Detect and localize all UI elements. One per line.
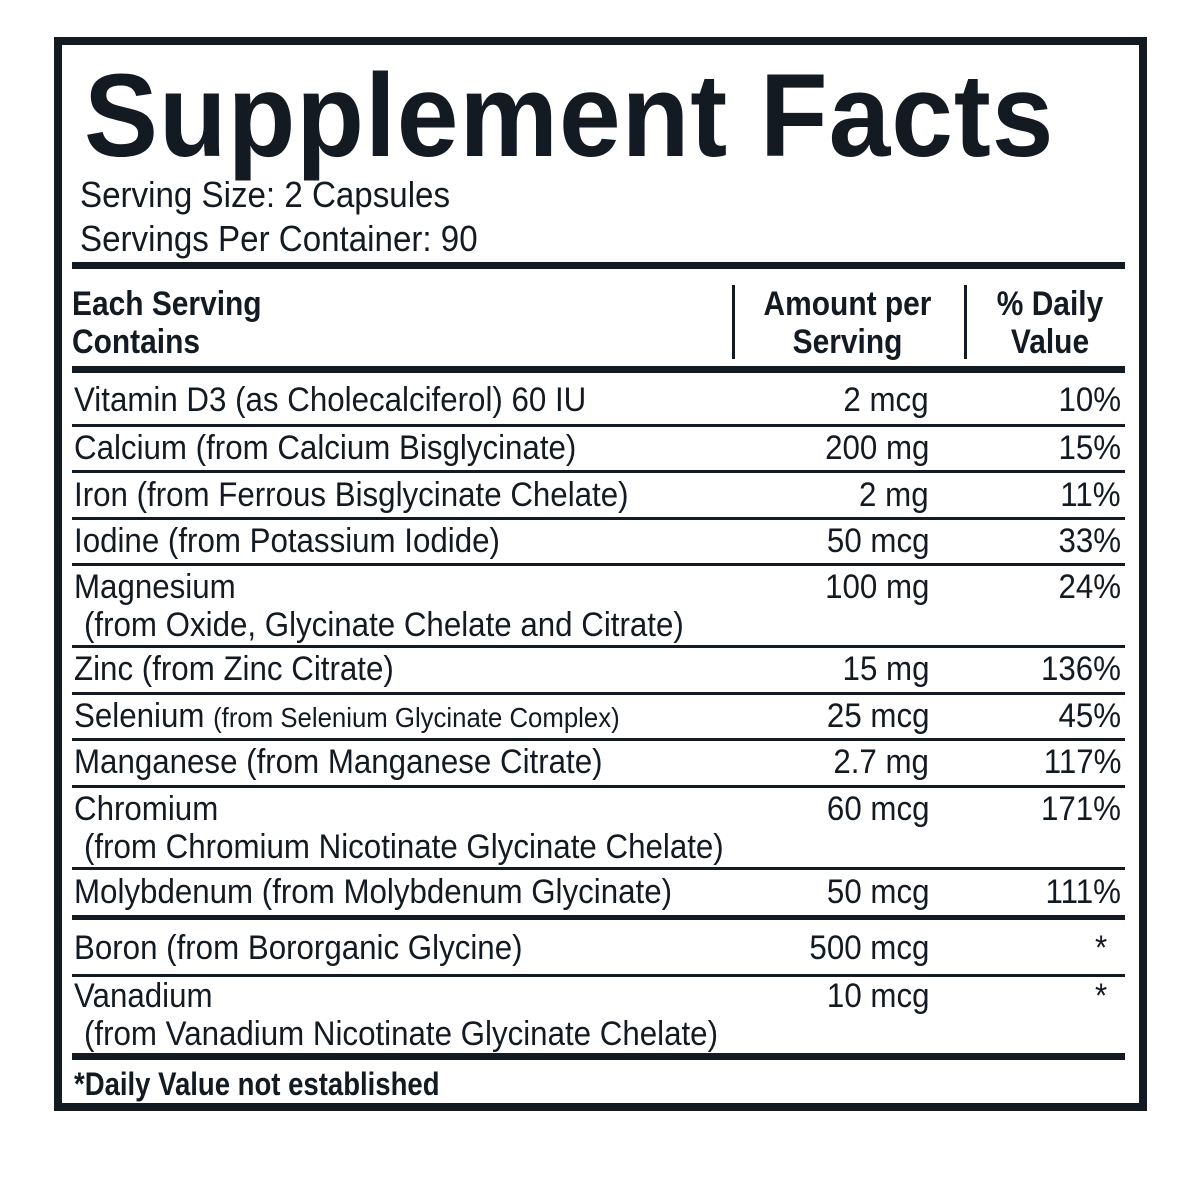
nutrient-name-main: Selenium <box>74 697 205 735</box>
nutrient-name-source-small: (from Selenium Glycinate Complex) <box>213 702 620 733</box>
nutrient-amount: 50 mcg <box>826 873 929 911</box>
nutrient-amount: 15 mg <box>842 650 929 688</box>
nutrient-daily-value: * <box>1094 977 1107 1015</box>
nutrient-name: Iron (from Ferrous Bisglycinate Chelate) <box>74 476 629 514</box>
nutrient-amount: 2.7 mg <box>833 743 929 781</box>
nutrient-source: (from Vanadium Nicotinate Glycinate Chel… <box>84 1015 718 1053</box>
header-col2-line1: Amount per <box>763 285 932 323</box>
nutrient-name: Magnesium <box>74 568 236 606</box>
header-col1-line1: Each Serving <box>72 285 262 323</box>
header-col3-line1: % Daily <box>996 285 1104 323</box>
row-divider <box>72 517 1125 520</box>
nutrient-amount: 10 mcg <box>826 977 929 1015</box>
nutrient-amount: 2 mg <box>859 476 929 514</box>
nutrient-daily-value: 33% <box>1058 522 1121 560</box>
footnote-divider <box>72 1053 1125 1060</box>
row-divider <box>72 645 1125 648</box>
column-divider-2 <box>964 285 967 359</box>
nutrient-daily-value: 11% <box>1060 476 1121 514</box>
nutrient-daily-value: 45% <box>1058 697 1121 735</box>
nutrient-source: (from Chromium Nicotinate Glycinate Chel… <box>84 828 724 866</box>
header-amount-per-serving: Amount per Serving <box>757 285 937 361</box>
row-divider <box>72 470 1125 473</box>
row-divider <box>72 867 1125 870</box>
row-divider <box>72 563 1125 566</box>
nutrient-amount: 25 mcg <box>826 697 929 735</box>
nutrient-daily-value: 171% <box>1040 790 1121 828</box>
nutrient-name: Calcium (from Calcium Bisglycinate) <box>74 429 577 467</box>
nutrient-name: Zinc (from Zinc Citrate) <box>74 650 394 688</box>
nutrient-source: (from Oxide, Glycinate Chelate and Citra… <box>84 606 684 644</box>
column-divider-1 <box>732 285 735 359</box>
servings-per-container: Servings Per Container: 90 <box>80 218 478 259</box>
nutrient-daily-value: 10% <box>1058 381 1121 419</box>
nutrient-name: Chromium <box>74 790 219 828</box>
row-divider <box>72 738 1125 741</box>
nutrient-name: Vanadium <box>74 977 213 1015</box>
nutrient-daily-value: 136% <box>1040 650 1121 688</box>
nutrient-name: Boron (from Bororganic Glycine) <box>74 929 523 967</box>
row-divider <box>72 785 1125 788</box>
header-col3-line2: Value <box>1010 323 1090 361</box>
nutrient-name: Manganese (from Manganese Citrate) <box>74 743 603 781</box>
nutrient-daily-value: * <box>1094 929 1107 967</box>
nutrient-name: Vitamin D3 (as Cholecalciferol) 60 IU <box>74 381 587 419</box>
header-each-serving: Each Serving Contains <box>72 285 262 361</box>
nutrient-name: Selenium (from Selenium Glycinate Comple… <box>74 697 620 737</box>
nutrient-amount: 100 mg <box>824 568 929 606</box>
row-divider <box>72 692 1125 695</box>
serving-size: Serving Size: 2 Capsules <box>80 174 451 215</box>
panel-title: Supplement Facts <box>84 50 1055 182</box>
supplement-facts-panel: Supplement Facts Serving Size: 2 Capsule… <box>54 37 1147 1111</box>
section-divider <box>72 915 1125 920</box>
nutrient-amount: 500 mcg <box>809 929 929 967</box>
nutrient-amount: 2 mcg <box>843 381 929 419</box>
footnote: *Daily Value not established <box>74 1066 440 1102</box>
nutrient-amount: 200 mg <box>824 429 929 467</box>
row-divider <box>72 974 1125 977</box>
nutrient-amount: 50 mcg <box>826 522 929 560</box>
nutrient-amount: 60 mcg <box>826 790 929 828</box>
nutrient-daily-value: 117% <box>1043 743 1121 781</box>
header-divider <box>72 366 1125 373</box>
top-divider <box>72 262 1125 269</box>
header-col1-line2: Contains <box>72 323 200 361</box>
nutrient-daily-value: 111% <box>1045 873 1121 911</box>
nutrient-name: Iodine (from Potassium Iodide) <box>74 522 500 560</box>
nutrient-daily-value: 24% <box>1058 568 1121 606</box>
nutrient-name: Molybdenum (from Molybdenum Glycinate) <box>74 873 673 911</box>
header-daily-value: % Daily Value <box>988 285 1111 361</box>
nutrient-daily-value: 15% <box>1058 429 1121 467</box>
header-col2-line2: Serving <box>792 323 903 361</box>
row-divider <box>72 424 1125 427</box>
